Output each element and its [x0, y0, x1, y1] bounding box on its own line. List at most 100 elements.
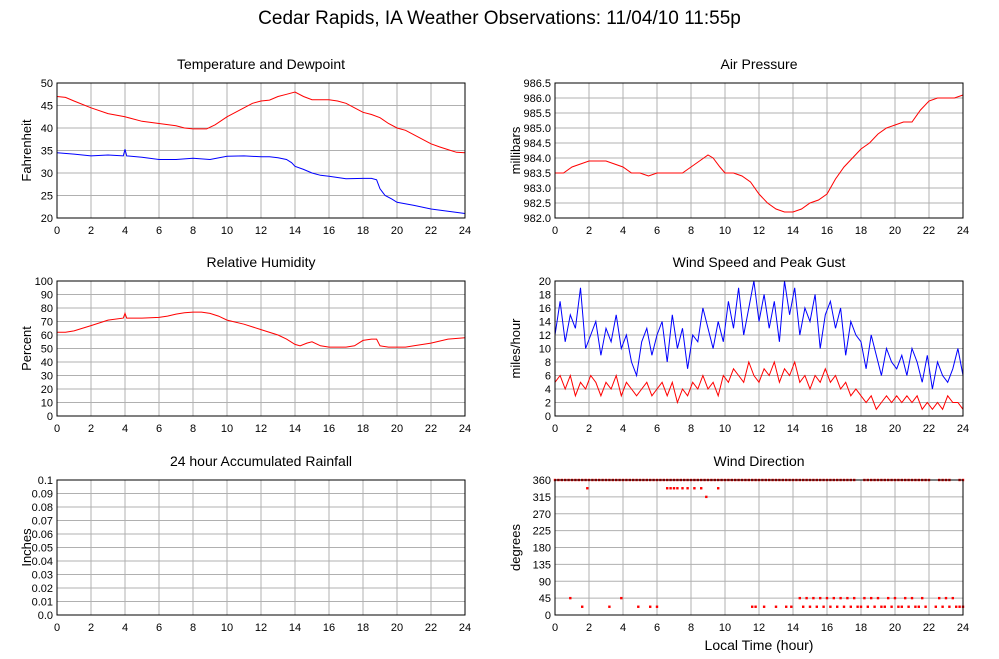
x-tick-label: 2 — [586, 622, 592, 634]
x-tick-label: 16 — [821, 225, 833, 237]
chart-panel-0: 0 2 4 6 8 10 12 14 16 18 20 22 2420253035404550Tempe… — [19, 56, 471, 237]
chart-title: Relative Humidity — [207, 254, 316, 270]
plot-frame — [56, 479, 466, 616]
y-tick-label: 35 — [41, 146, 53, 158]
x-tick-label: 4 — [620, 622, 626, 634]
x-tick-label: 24 — [957, 225, 969, 237]
data-point — [754, 605, 757, 608]
data-point — [808, 605, 812, 608]
x-tick-label: 6 — [156, 225, 162, 237]
x-tick-label: 14 — [289, 423, 301, 435]
data-point — [880, 605, 883, 608]
data-point — [849, 605, 852, 608]
data-point — [887, 596, 890, 600]
data-point — [802, 605, 805, 608]
data-point — [608, 605, 611, 608]
data-point — [655, 605, 659, 608]
x-tick-label: 12 — [255, 622, 267, 634]
data-point — [705, 495, 708, 499]
x-tick-label: 2 — [88, 225, 94, 237]
data-point — [836, 605, 839, 608]
data-point — [842, 605, 846, 608]
y-tick-label: 0.09 — [32, 489, 53, 501]
chart-title: Wind Direction — [713, 453, 804, 469]
data-point — [825, 596, 829, 600]
x-tick-label: 22 — [425, 423, 437, 435]
x-axis-label: Local Time (hour) — [705, 637, 814, 653]
data-point — [676, 487, 679, 490]
x-tick-label: 8 — [190, 622, 196, 634]
y-tick-label: 25 — [41, 191, 53, 203]
data-point — [958, 605, 961, 608]
x-tick-label: 10 — [221, 622, 233, 634]
data-point — [873, 605, 876, 608]
data-point — [581, 605, 584, 608]
x-tick-label: 22 — [923, 423, 935, 435]
y-tick-label: 8 — [545, 357, 551, 369]
x-tick-label: 22 — [425, 225, 437, 237]
chart-panel-1: 0 2 4 6 8 10 12 14 16 18 20 22 24982.0982.5983.0983.… — [508, 56, 969, 237]
x-tick-label: 2 — [88, 423, 94, 435]
y-tick-label: 986.0 — [523, 93, 551, 105]
data-point — [853, 596, 856, 600]
y-tick-label: 982.0 — [523, 213, 551, 225]
data-point — [669, 487, 672, 490]
data-point — [751, 605, 754, 608]
x-tick-label: 4 — [122, 225, 128, 237]
y-tick-label: 20 — [41, 384, 53, 396]
chart-title: Temperature and Dewpoint — [177, 56, 345, 72]
x-tick-label: 24 — [957, 423, 969, 435]
x-tick-label: 12 — [753, 423, 765, 435]
x-tick-label: 20 — [889, 622, 901, 634]
data-point — [883, 605, 886, 608]
data-point — [829, 605, 832, 608]
x-tick-label: 0 — [552, 423, 558, 435]
series-line-0 — [554, 280, 964, 390]
data-point — [620, 596, 623, 600]
x-tick-label: 22 — [923, 622, 935, 634]
data-point — [832, 596, 835, 600]
series-line-0 — [56, 91, 466, 154]
x-tick-label: 8 — [688, 423, 694, 435]
y-tick-label: 180 — [533, 543, 551, 555]
x-tick-label: 10 — [719, 622, 731, 634]
data-point — [798, 596, 801, 600]
x-tick-label: 4 — [620, 225, 626, 237]
chart-panel-5: 0 2 4 6 8 10 12 14 16 18 20 22 240459013518022527031… — [508, 453, 969, 634]
x-tick-label: 2 — [586, 423, 592, 435]
x-tick-label: 14 — [787, 225, 799, 237]
data-point — [907, 605, 910, 608]
y-tick-label: 0.05 — [32, 543, 53, 555]
data-point — [921, 596, 924, 600]
data-point — [774, 605, 778, 608]
data-point — [934, 605, 937, 608]
data-point — [900, 605, 903, 608]
y-tick-label: 225 — [533, 526, 551, 538]
x-tick-label: 14 — [787, 423, 799, 435]
x-tick-label: 18 — [855, 622, 867, 634]
y-tick-label: 45 — [539, 593, 551, 605]
page-title: Cedar Rapids, IA Weather Observations: 1… — [258, 8, 741, 29]
y-tick-label: 135 — [533, 559, 551, 571]
data-point — [856, 605, 859, 608]
y-tick-label: 60 — [41, 330, 53, 342]
chart-panel-2: 0 2 4 6 8 10 12 14 16 18 20 22 240102030405060708090… — [19, 254, 471, 435]
data-point — [863, 596, 866, 600]
y-axis-label: Fahrenheit — [19, 119, 34, 182]
y-tick-label: 45 — [41, 101, 53, 113]
y-tick-label: 0.07 — [32, 516, 53, 528]
data-point — [938, 596, 941, 600]
y-tick-label: 18 — [539, 290, 551, 302]
x-tick-label: 20 — [391, 622, 403, 634]
y-tick-label: 982.5 — [523, 198, 551, 210]
data-point — [941, 605, 944, 608]
x-tick-label: 10 — [719, 225, 731, 237]
x-tick-label: 0 — [54, 622, 60, 634]
y-tick-label: 0.04 — [32, 556, 53, 568]
data-point — [717, 487, 720, 490]
x-tick-label: 6 — [654, 423, 660, 435]
x-tick-label: 8 — [688, 225, 694, 237]
x-tick-label: 14 — [289, 622, 301, 634]
x-tick-label: 0 — [54, 423, 60, 435]
y-axis-label: miles/hour — [508, 318, 523, 379]
